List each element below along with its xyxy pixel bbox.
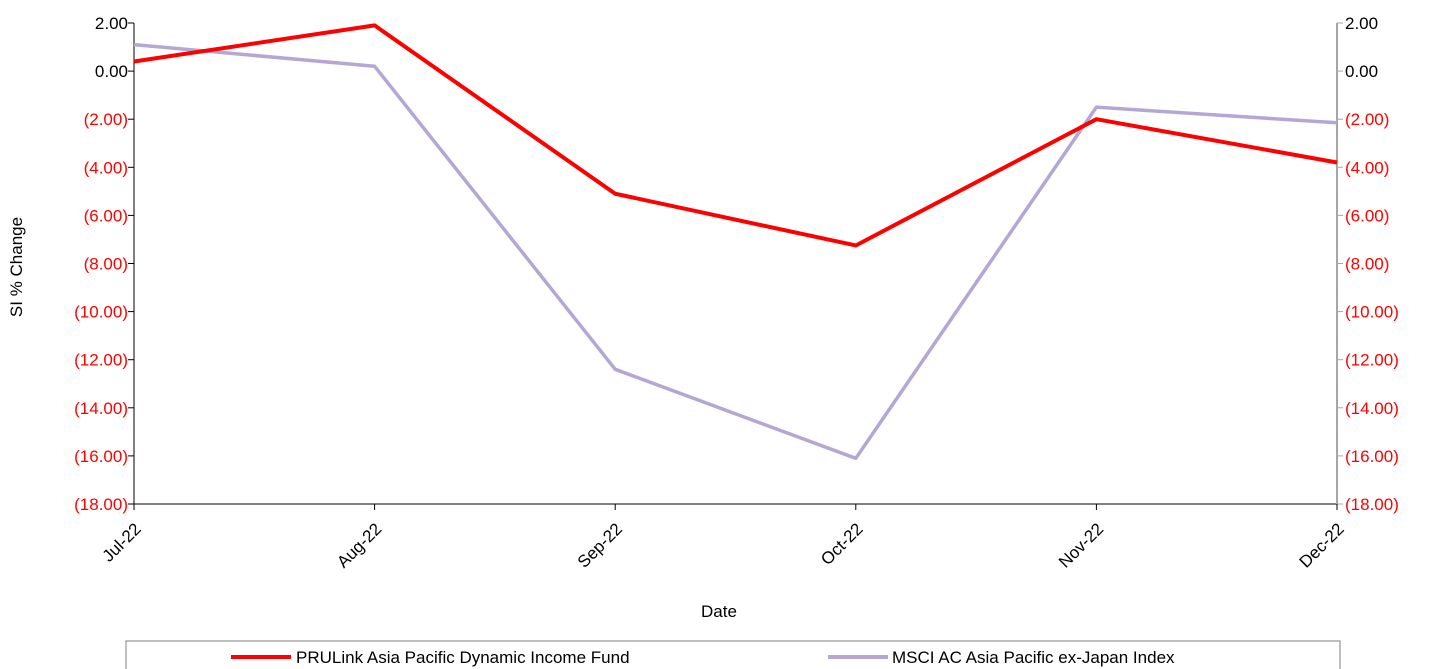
y-tick-label-left: (10.00) [74,303,128,322]
x-tick-label: Aug-22 [333,519,385,571]
y-tick-label-left: 0.00 [95,62,128,81]
x-tick-label: Oct-22 [817,519,867,569]
legend-label-fund: PRULink Asia Pacific Dynamic Income Fund [296,648,630,667]
x-tick-label: Nov-22 [1055,519,1107,571]
series-line-fund [133,23,1338,248]
legend-label-index: MSCI AC Asia Pacific ex-Japan Index [892,648,1175,667]
y-tick-label-left: (12.00) [74,351,128,370]
axes [133,23,1338,505]
x-axis-title: Date [701,602,737,621]
y-tick-label-right: (10.00) [1345,303,1399,322]
y-tick-label-right: (14.00) [1345,399,1399,418]
x-tick-label: Jul-22 [99,519,145,565]
y-tick-label-left: (18.00) [74,495,128,514]
y-tick-label-right: (6.00) [1345,206,1389,225]
y-tick-label-right: (18.00) [1345,495,1399,514]
y-tick-label-right: (8.00) [1345,255,1389,274]
y-tick-label-right: 0.00 [1345,62,1378,81]
y-tick-label-right: 2.00 [1345,14,1378,33]
y-tick-label-right: (2.00) [1345,110,1389,129]
y-axis-right-ticks: 2.00 0.00 (2.00) (4.00) (6.00) (8.00) (10.00) (… [1337,14,1399,514]
y-tick-label-right: (4.00) [1345,158,1389,177]
y-tick-label-left: (8.00) [84,255,128,274]
legend: PRULink Asia Pacific Dynamic Income Fund… [125,640,1341,669]
y-tick-label-left: 2.00 [95,14,128,33]
y-tick-label-right: (12.00) [1345,351,1399,370]
y-tick-label-left: (4.00) [84,158,128,177]
y-axis-title: SI % Change [7,217,26,317]
series-line-index [133,42,1338,461]
x-tick-label: Sep-22 [574,519,626,571]
legend-box [125,640,1341,669]
y-tick-label-right: (16.00) [1345,447,1399,466]
y-tick-label-left: (6.00) [84,206,128,225]
y-axis-left-ticks: 2.00 0.00 (2.00) (4.00) (6.00) (8.00) (10.00) (… [74,14,134,514]
y-tick-label-left: (2.00) [84,110,128,129]
y-tick-label-left: (16.00) [74,447,128,466]
y-tick-label-left: (14.00) [74,399,128,418]
series-lines [133,23,1338,461]
x-tick-label: Dec-22 [1296,519,1348,571]
x-axis-ticks: Jul-22 Aug-22 Sep-22 Oct-22 Nov-22 Dec-22 [99,504,1348,572]
